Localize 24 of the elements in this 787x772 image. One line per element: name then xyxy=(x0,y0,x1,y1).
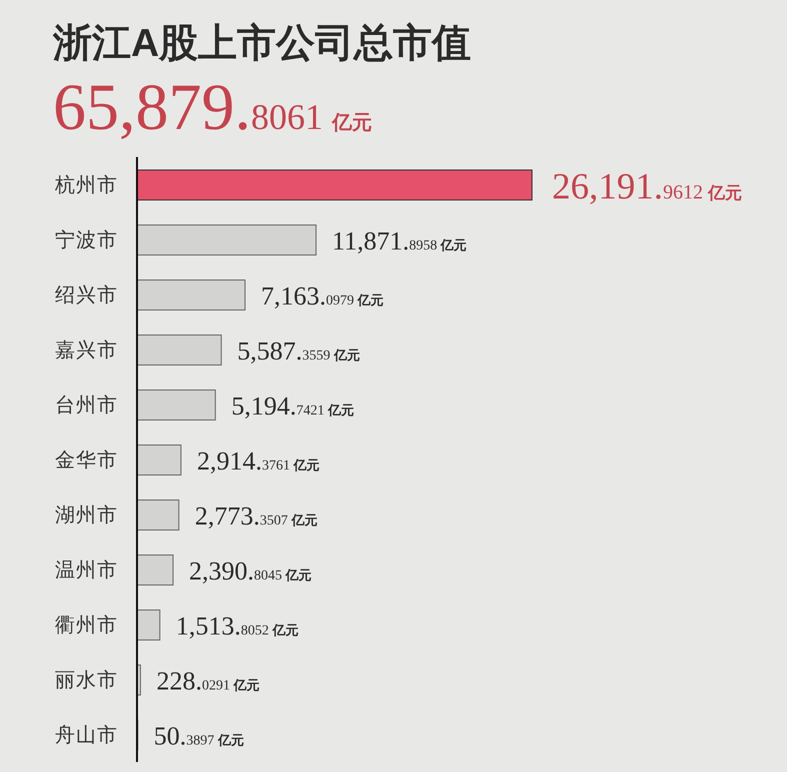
y-tick-label: 台州市 xyxy=(55,394,118,417)
chart-title: 浙江A股上市公司总市值 xyxy=(53,22,472,65)
data-label: 11,871.8958 亿元 xyxy=(332,226,467,256)
y-tick-label: 绍兴市 xyxy=(55,284,118,307)
y-tick-label: 嘉兴市 xyxy=(55,340,118,362)
data-label: 1,513.8052 亿元 xyxy=(176,611,298,640)
data-label: 5,194.7421 亿元 xyxy=(231,391,354,420)
y-tick-label: 湖州市 xyxy=(55,504,118,527)
y-tick-label: 金华市 xyxy=(55,450,118,472)
data-label: 7,163.0979 亿元 xyxy=(261,281,384,310)
y-tick-label: 丽水市 xyxy=(55,670,118,692)
data-label: 2,914.3761 亿元 xyxy=(196,446,320,476)
data-label: 5,587.3559 亿元 xyxy=(237,336,360,366)
data-label: 228.0291 亿元 xyxy=(156,666,260,696)
y-tick-label: 宁波市 xyxy=(55,230,118,252)
chart-subtitle: 65,879.8061 亿元 xyxy=(53,71,372,144)
y-tick-label: 衢州市 xyxy=(55,614,118,637)
y-tick-label: 杭州市 xyxy=(54,174,118,197)
data-label: 26,191.9612 亿元 xyxy=(552,166,742,208)
data-label: 2,390.8045 亿元 xyxy=(189,556,312,586)
data-label: 2,773.3507 亿元 xyxy=(194,501,318,530)
y-tick-label: 舟山市 xyxy=(55,724,118,747)
y-tick-label: 温州市 xyxy=(55,560,118,582)
data-label: 50.3897 亿元 xyxy=(154,721,244,750)
